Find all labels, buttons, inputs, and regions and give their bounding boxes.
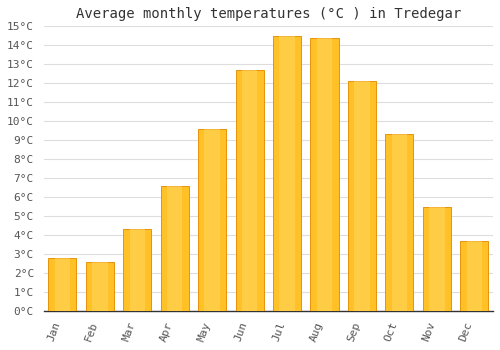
Bar: [48, 258, 76, 311]
Bar: [317, 38, 332, 311]
Bar: [198, 129, 226, 311]
Bar: [429, 206, 444, 311]
Bar: [242, 70, 258, 311]
Bar: [54, 258, 70, 311]
Bar: [123, 229, 152, 311]
Bar: [160, 186, 189, 311]
Bar: [460, 241, 488, 311]
Bar: [423, 206, 451, 311]
Bar: [392, 134, 407, 311]
Bar: [130, 229, 145, 311]
Bar: [204, 129, 220, 311]
Bar: [310, 38, 338, 311]
Bar: [92, 261, 108, 311]
Bar: [273, 36, 301, 311]
Bar: [354, 81, 370, 311]
Bar: [86, 261, 114, 311]
Bar: [167, 186, 182, 311]
Bar: [466, 241, 482, 311]
Bar: [236, 70, 264, 311]
Bar: [386, 134, 413, 311]
Title: Average monthly temperatures (°C ) in Tredegar: Average monthly temperatures (°C ) in Tr…: [76, 7, 461, 21]
Bar: [280, 36, 295, 311]
Bar: [348, 81, 376, 311]
